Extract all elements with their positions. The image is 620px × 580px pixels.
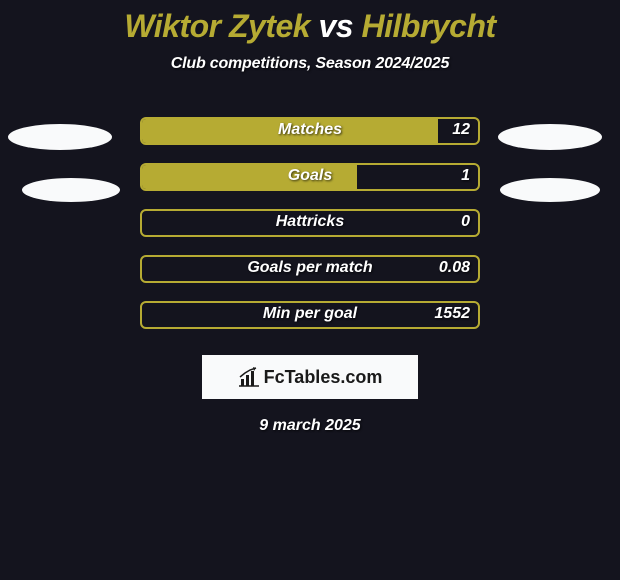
stat-bar (140, 255, 480, 283)
stat-bar-fill (142, 165, 357, 189)
title-player2: Hilbrycht (361, 8, 495, 44)
footer-date: 9 march 2025 (0, 417, 620, 435)
stat-row: Hattricks0 (0, 209, 620, 255)
stat-bar-fill (142, 119, 438, 143)
bar-chart-icon (238, 367, 260, 387)
stat-row: Min per goal1552 (0, 301, 620, 347)
page-title: Wiktor Zytek vs Hilbrycht (0, 0, 620, 45)
stat-bar (140, 301, 480, 329)
stat-row: Matches12 (0, 117, 620, 163)
stat-bar (140, 209, 480, 237)
logo-text: FcTables.com (264, 367, 383, 388)
subtitle: Club competitions, Season 2024/2025 (0, 55, 620, 73)
title-vs: vs (318, 8, 353, 44)
title-player1: Wiktor Zytek (124, 8, 310, 44)
stat-bar (140, 163, 480, 191)
stat-row: Goals1 (0, 163, 620, 209)
stat-rows: Matches12Goals1Hattricks0Goals per match… (0, 117, 620, 347)
stat-bar (140, 117, 480, 145)
stat-row: Goals per match0.08 (0, 255, 620, 301)
logo-box: FcTables.com (202, 355, 418, 399)
